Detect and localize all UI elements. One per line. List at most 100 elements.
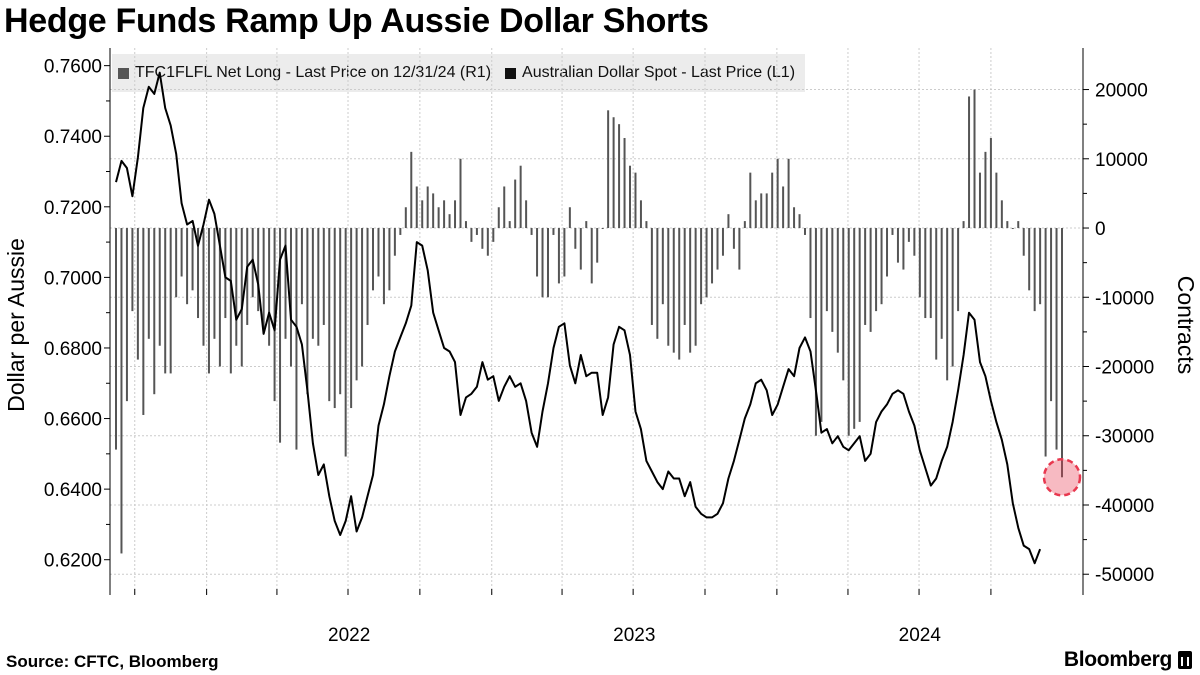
- bar-net-long: [738, 228, 741, 270]
- bar-net-long: [530, 228, 533, 235]
- bar-net-long: [229, 228, 232, 374]
- line-aud-spot: [115, 71, 1042, 565]
- bar-net-long: [257, 228, 260, 312]
- bar-net-long: [667, 228, 670, 346]
- bar-net-long: [978, 172, 981, 229]
- bar-net-long: [525, 200, 528, 229]
- bar-net-long: [771, 172, 774, 229]
- bar-net-long: [175, 228, 178, 298]
- bar-net-long: [1011, 228, 1014, 230]
- bar-net-long: [136, 228, 139, 360]
- bar-net-long: [344, 228, 347, 457]
- chart-title: Hedge Funds Ramp Up Aussie Dollar Shorts: [4, 2, 709, 40]
- bar-net-long: [153, 228, 156, 395]
- bar-net-long: [721, 228, 724, 256]
- bar-net-long: [366, 228, 369, 325]
- bar-net-long: [929, 228, 932, 319]
- legend-item-aud-spot: Australian Dollar Spot - Last Price (L1): [505, 64, 795, 82]
- x-axis-tick-label: 2022: [328, 625, 370, 646]
- bar-net-long: [798, 214, 801, 229]
- right-axis-tick-label: 10000: [1095, 150, 1148, 171]
- bar-net-long: [372, 228, 375, 291]
- bar-net-long: [940, 228, 943, 339]
- bar-net-long: [880, 228, 883, 305]
- bar-net-long: [142, 228, 145, 415]
- right-axis-tick-label: -30000: [1095, 427, 1154, 448]
- bar-net-long: [579, 228, 582, 270]
- bar-net-long: [147, 228, 150, 339]
- bar-net-long: [743, 221, 746, 229]
- bar-net-long: [207, 228, 210, 374]
- bar-net-long: [197, 228, 200, 319]
- bar-net-long: [607, 110, 610, 229]
- bar-net-long: [683, 228, 686, 325]
- bar-net-long: [596, 228, 599, 263]
- bar-net-long: [836, 228, 839, 353]
- bar-net-long: [825, 228, 828, 312]
- bar-net-long: [262, 228, 265, 332]
- bar-net-long: [1006, 221, 1009, 229]
- bar-net-long: [557, 228, 560, 284]
- left-axis-tick-label: 0.7600: [44, 57, 102, 78]
- left-axis-tick-label: 0.7400: [44, 127, 102, 148]
- bar-net-long: [645, 221, 648, 229]
- bar-net-long: [279, 228, 282, 443]
- bar-net-long: [421, 200, 424, 229]
- bar-net-long: [388, 228, 391, 291]
- bar-net-long: [295, 228, 298, 450]
- bar-net-long: [782, 186, 785, 229]
- brand-name: Bloomberg: [1063, 648, 1172, 671]
- bar-net-long: [732, 228, 735, 249]
- x-axis-tick-label: 2024: [899, 625, 942, 646]
- bar-net-long: [760, 193, 763, 229]
- bar-net-long: [514, 179, 517, 229]
- bar-net-long: [240, 228, 243, 367]
- bar-net-long: [765, 193, 768, 229]
- left-axis-title: Dollar per Aussie: [3, 238, 29, 412]
- left-axis-tick-label: 0.6200: [44, 551, 102, 572]
- bar-net-long: [678, 228, 681, 360]
- bar-net-long: [464, 221, 467, 229]
- bar-net-long: [437, 207, 440, 229]
- bar-net-long: [470, 228, 473, 242]
- bar-net-long: [793, 207, 796, 229]
- bar-net-long: [131, 228, 134, 312]
- bar-net-long: [284, 228, 287, 339]
- x-axis-tick-label: 2023: [613, 625, 655, 646]
- bar-net-long: [306, 228, 309, 395]
- left-axis-tick-label: 0.7000: [44, 268, 102, 289]
- bar-net-long: [213, 228, 216, 339]
- bar-net-long: [432, 193, 435, 229]
- bar-net-long: [842, 228, 845, 381]
- source-note: Source: CFTC, Bloomberg: [6, 652, 219, 671]
- bar-net-long: [656, 228, 659, 339]
- bar-net-long: [1017, 221, 1020, 229]
- bar-net-long: [541, 228, 544, 298]
- bar-net-long: [853, 228, 856, 429]
- bar-net-long: [864, 228, 867, 325]
- bar-net-long: [164, 228, 167, 374]
- bar-net-long: [410, 151, 413, 229]
- bar-net-long: [634, 172, 637, 229]
- bar-net-long: [350, 228, 353, 409]
- bar-net-long: [120, 228, 123, 554]
- bar-net-long: [1022, 228, 1025, 256]
- bar-net-long: [546, 228, 549, 298]
- bar-net-long: [973, 89, 976, 229]
- bar-net-long: [519, 165, 522, 229]
- bar-net-long: [404, 207, 407, 229]
- bar-net-long: [727, 214, 730, 229]
- chart-legend: TFC1FLFL Net Long - Last Price on 12/31/…: [112, 54, 806, 92]
- bar-net-long: [1039, 228, 1042, 305]
- bar-net-long: [661, 228, 664, 305]
- bar-net-long: [355, 228, 358, 381]
- brand-logo: Bloomberg: [1064, 648, 1192, 672]
- bar-net-long: [125, 228, 128, 402]
- bar-net-long: [995, 172, 998, 229]
- bar-net-long: [858, 228, 861, 422]
- bar-net-long: [186, 228, 189, 305]
- bar-net-long: [459, 158, 462, 229]
- bar-net-long: [218, 228, 221, 367]
- bar-net-long: [246, 228, 249, 325]
